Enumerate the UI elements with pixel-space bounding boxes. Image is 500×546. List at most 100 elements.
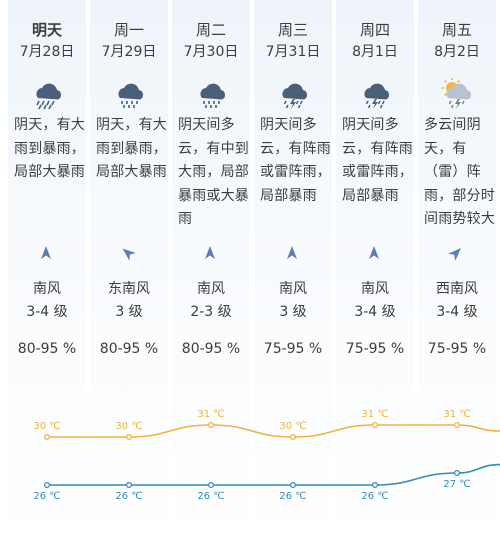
high-temp-point: [125, 433, 133, 441]
forecast-day: 明天 7月28日阴天，有大 雨到暴雨， 局部大暴雨南风 3-4 级 80-95 %: [8, 0, 86, 546]
wind-level: 3 级: [279, 304, 307, 320]
weather-description: 多云间阴天，有 （雷）阵雨，部分时间雨势较大: [424, 114, 496, 232]
day-name: 周二: [195, 21, 226, 39]
low-temp-point: [125, 481, 133, 489]
wind-direction-icon: [201, 244, 219, 262]
low-temp-point: [207, 481, 215, 489]
day-name: 明天: [31, 21, 62, 39]
wind-direction: 南风: [361, 281, 389, 297]
wind-direction: 南风: [279, 281, 307, 297]
low-temp-label: 26 ℃: [361, 491, 388, 502]
low-temp-point: [43, 481, 51, 489]
weather-desc-line: 云，有阵雨: [342, 140, 413, 157]
weather-description: 阴天，有大 雨到暴雨， 局部大暴雨: [14, 114, 86, 185]
low-temp-point: [371, 481, 379, 489]
day-date: 7月29日: [101, 44, 157, 60]
low-temp-label: 26 ℃: [279, 491, 306, 502]
wind-level: 3 级: [115, 304, 143, 320]
wind-direction-icon: [37, 244, 55, 262]
low-temp-point: [289, 481, 297, 489]
humidity: 80-95 %: [99, 341, 159, 357]
humidity: 80-95 %: [181, 341, 241, 357]
day-name: 周三: [277, 21, 308, 39]
high-temp-label: 30 ℃: [115, 421, 142, 432]
weather-desc-line: 局部大暴雨: [14, 164, 85, 180]
high-temp-label: 31 ℃: [361, 409, 388, 420]
weather-desc-line: 大雨，局部: [178, 164, 249, 180]
wind-direction-icon: [447, 244, 465, 262]
low-temp-label: 26 ℃: [197, 491, 224, 502]
wind-level: 3-4 级: [26, 304, 68, 320]
weather-description: 阴天间多云，有阵雨或雷阵雨， 局部暴雨: [342, 114, 414, 208]
weather-desc-line: 雨，部分时: [424, 187, 495, 204]
low-temp-label: 27 ℃: [443, 479, 470, 490]
weather-description: 阴天间多云，有中到大雨，局部暴雨或大暴雨: [178, 114, 250, 232]
wind-direction-icon: [283, 244, 301, 262]
weather-desc-line: 或雷阵雨，: [260, 164, 331, 180]
day-date: 8月2日: [434, 44, 480, 60]
forecast-day: 周一 7月29日 阴天，有大 雨到暴雨， 局部大暴雨 东南风 3 级 80-95 %: [90, 0, 168, 546]
high-temp-point: [371, 421, 379, 429]
low-temp-label: 26 ℃: [115, 491, 142, 502]
humidity: 75-95 %: [427, 341, 487, 357]
wind-direction: 南风: [197, 281, 225, 297]
day-name: 周一: [113, 21, 144, 39]
wind-level: 3-4 级: [354, 304, 396, 320]
weather-desc-line: 雨: [178, 211, 193, 227]
low-temp-line: [47, 463, 500, 486]
day-date: 7月28日: [19, 44, 75, 60]
weather-desc-line: 天，有: [424, 140, 467, 157]
high-temp-label: 30 ℃: [33, 421, 60, 432]
weather-desc-line: 雨到暴雨，: [96, 140, 167, 157]
humidity: 75-95 %: [263, 341, 323, 357]
weather-desc-line: 间雨势较大: [424, 211, 495, 227]
high-temp-point: [453, 421, 461, 429]
wind-direction: 东南风: [108, 281, 150, 297]
high-temp-label: 30 ℃: [279, 421, 306, 432]
weather-desc-line: 暴雨或大暴: [178, 187, 249, 204]
weather-desc-line: 阴天，有大: [14, 117, 85, 133]
wind-direction-icon: [365, 244, 383, 262]
low-temp-label: 26 ℃: [33, 491, 60, 502]
high-temp-label: 31 ℃: [443, 409, 470, 420]
humidity: 80-95 %: [17, 341, 77, 357]
wind-direction: 南风: [33, 281, 61, 297]
weather-desc-line: 局部暴雨: [260, 187, 317, 204]
sun-cloud-thunder-icon: [440, 77, 474, 110]
weather-desc-line: 阴天，有大: [96, 117, 167, 133]
weather-description: 阴天间多 云，有阵雨 或雷阵雨， 局部暴雨: [260, 114, 332, 208]
weather-desc-line: （雷）阵: [424, 164, 481, 180]
day-name: 周五: [441, 21, 472, 39]
weather-desc-line: 多云间阴: [424, 117, 481, 133]
weather-desc-line: 局部暴雨: [342, 187, 399, 204]
wind-direction-icon: [119, 244, 137, 262]
rain-icon: [194, 78, 228, 110]
wind-level: 3-4 级: [436, 304, 478, 320]
high-temp-point: [207, 421, 215, 429]
day-name: 周四: [359, 21, 390, 39]
forecast-day: 周五 8月2日多云间阴天，有 （雷）阵雨，部分时间雨势较大西南风 3-4 级 75-95…: [418, 0, 496, 546]
thunder-rain-icon: [276, 78, 310, 110]
low-temp-point: [453, 469, 461, 477]
forecast-day: 周四 8月1日 阴天间多 云，有阵雨 或雷阵雨， 局部暴雨 南风 3-4 级 75-95 %: [336, 0, 414, 546]
day-date: 7月30日: [183, 44, 239, 60]
day-date: 7月31日: [265, 44, 321, 60]
thunder-rain-icon: [358, 78, 392, 110]
weather-desc-line: 阴天间多: [342, 117, 399, 133]
weather-desc-line: 阴天间多: [178, 117, 235, 133]
wind-direction: 西南风: [436, 281, 478, 297]
high-temp-label: 31 ℃: [197, 409, 224, 420]
high-temp-point: [43, 433, 51, 441]
high-temp-point: [289, 433, 297, 441]
wind-level: 2-3 级: [190, 304, 232, 320]
weather-desc-line: 云，有阵雨: [260, 140, 331, 157]
weather-desc-line: 云，有中到: [178, 140, 249, 157]
forecast-day: 周二 7月30日阴天间多云，有中到大雨，局部暴雨或大暴雨南风 2-3 级 80-95 …: [172, 0, 250, 546]
humidity: 75-95 %: [345, 341, 405, 357]
weather-desc-line: 或雷阵雨，: [342, 164, 413, 180]
heavy-rain-icon: [30, 78, 64, 110]
forecast-day: 周三 7月31日 阴天间多 云，有阵雨 或雷阵雨， 局部暴雨 南风 3 级 75-95 %: [254, 0, 332, 546]
weather-description: 阴天，有大 雨到暴雨， 局部大暴雨: [96, 114, 168, 185]
